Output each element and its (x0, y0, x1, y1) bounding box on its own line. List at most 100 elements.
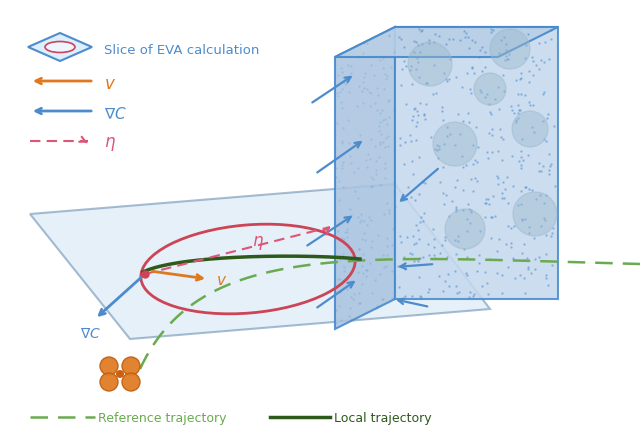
Point (509, 223, 520, 230)
Point (403, 184, 413, 191)
Circle shape (100, 373, 118, 391)
Point (488, 28, 498, 35)
Point (500, 186, 510, 193)
Point (517, 216, 527, 223)
Point (536, 57, 546, 64)
Point (406, 194, 416, 201)
Point (524, 224, 534, 231)
Point (424, 40, 435, 47)
Point (520, 184, 530, 191)
Point (541, 138, 551, 145)
Point (515, 107, 525, 114)
Point (486, 30, 496, 36)
Point (497, 73, 508, 80)
Point (405, 250, 415, 257)
Point (411, 123, 421, 130)
Point (451, 206, 461, 213)
Point (450, 184, 460, 191)
Point (517, 250, 527, 257)
Point (504, 51, 515, 58)
Point (546, 233, 556, 240)
Point (413, 43, 423, 49)
Point (444, 36, 454, 43)
Point (469, 291, 479, 298)
Point (408, 233, 419, 240)
Point (484, 256, 495, 263)
Point (451, 283, 461, 290)
Point (440, 234, 450, 241)
Point (523, 32, 533, 39)
Point (472, 268, 482, 275)
Point (402, 234, 412, 241)
Point (493, 236, 504, 243)
Point (483, 155, 493, 162)
Point (548, 225, 558, 232)
Point (524, 68, 534, 75)
Point (510, 275, 520, 282)
Point (414, 75, 424, 82)
Text: Reference trajectory: Reference trajectory (98, 411, 227, 424)
Point (415, 255, 426, 262)
Point (486, 133, 497, 140)
Point (516, 188, 526, 195)
Point (480, 65, 490, 72)
Point (461, 70, 472, 77)
Point (458, 118, 468, 125)
Point (535, 192, 545, 199)
Point (494, 106, 504, 113)
Polygon shape (395, 28, 558, 299)
Point (497, 272, 507, 279)
Point (424, 286, 434, 293)
Circle shape (408, 43, 452, 87)
Point (434, 33, 444, 40)
Point (419, 113, 429, 120)
Point (420, 80, 431, 87)
Text: $\nabla C$: $\nabla C$ (104, 106, 127, 122)
Point (486, 235, 496, 242)
Point (520, 290, 530, 297)
Point (441, 77, 451, 84)
Point (538, 92, 548, 99)
Point (401, 293, 411, 300)
Point (465, 46, 475, 53)
Point (540, 39, 550, 46)
Point (480, 49, 490, 56)
Point (423, 289, 433, 296)
Point (511, 118, 521, 125)
Point (416, 293, 426, 300)
Point (520, 92, 530, 99)
Point (475, 48, 485, 55)
Point (413, 227, 423, 234)
Point (540, 217, 550, 224)
Point (460, 34, 470, 41)
Point (395, 233, 405, 240)
Point (396, 142, 406, 149)
Point (411, 67, 421, 74)
Point (428, 226, 438, 233)
Point (513, 110, 523, 117)
Point (451, 74, 461, 81)
Point (418, 218, 428, 225)
Point (506, 244, 516, 251)
Point (458, 187, 468, 194)
Point (523, 266, 533, 273)
Point (397, 66, 407, 73)
Point (394, 34, 404, 41)
Point (458, 207, 468, 214)
Point (436, 105, 447, 112)
Point (495, 126, 506, 133)
Point (468, 293, 478, 299)
Point (497, 136, 508, 143)
Point (419, 111, 429, 118)
Point (468, 70, 479, 77)
Point (490, 213, 500, 220)
Point (463, 111, 474, 118)
Point (413, 60, 423, 67)
Point (400, 139, 410, 146)
Point (474, 260, 484, 267)
Point (467, 65, 477, 72)
Point (448, 36, 458, 43)
Point (413, 113, 424, 120)
Point (457, 153, 467, 160)
Point (485, 112, 495, 118)
